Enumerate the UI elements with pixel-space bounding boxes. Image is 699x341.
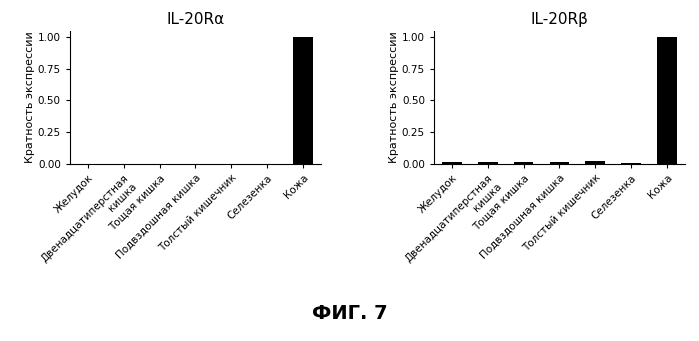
- Y-axis label: Кратность экспрессии: Кратность экспрессии: [389, 31, 399, 163]
- Bar: [514, 162, 533, 164]
- Text: ФИГ. 7: ФИГ. 7: [312, 304, 387, 323]
- Title: IL-20Rβ: IL-20Rβ: [531, 12, 589, 27]
- Bar: [442, 162, 462, 164]
- Y-axis label: Кратность экспрессии: Кратность экспрессии: [25, 31, 35, 163]
- Bar: [293, 37, 313, 164]
- Bar: [657, 37, 677, 164]
- Bar: [549, 162, 570, 164]
- Title: IL-20Rα: IL-20Rα: [166, 12, 224, 27]
- Bar: [586, 161, 605, 164]
- Bar: [621, 163, 641, 164]
- Bar: [478, 162, 498, 164]
